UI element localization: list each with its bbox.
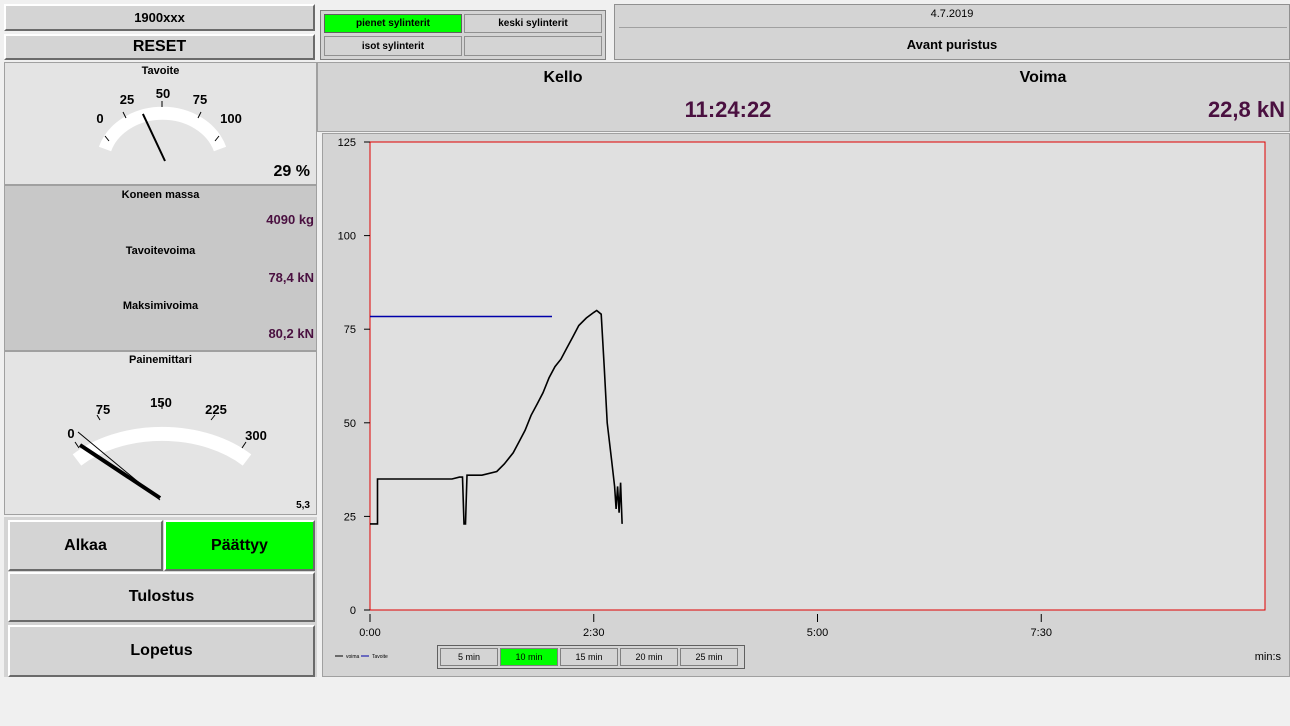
target-gauge-value: 29 % <box>273 163 310 180</box>
start-button[interactable]: Alkaa <box>8 520 163 571</box>
tab-small-cylinders[interactable]: pienet sylinterit <box>324 14 462 33</box>
readout-panel: Kello 11:24:22 Voima 22,8 kN <box>317 62 1290 132</box>
gauge-tick <box>241 441 247 449</box>
gauge-needle <box>78 443 162 500</box>
gauge-tick <box>122 111 127 119</box>
target-force-label: Tavoitevoima <box>125 245 196 257</box>
range-15min-button[interactable]: 15 min <box>560 648 618 666</box>
pressure-gauge-value: 5,3 <box>296 500 310 511</box>
gauge-tick <box>74 441 80 449</box>
force-chart: 0 25 50 75 100 125 0:00 2:30 5:00 7:30 min:s voi… <box>335 137 1282 663</box>
range-25min-button[interactable]: 25 min <box>680 648 738 666</box>
gauge-tick-label: 0 <box>67 426 74 441</box>
tab-large-cylinders[interactable]: isot sylinterit <box>324 36 462 56</box>
range-5min-button[interactable]: 5 min <box>440 648 498 666</box>
target-gauge: 0 25 50 75 100 <box>96 86 242 162</box>
range-10min-button[interactable]: 10 min <box>500 648 558 666</box>
force-label: Voima <box>1019 69 1067 86</box>
cylinder-tab-group: pienet sylinterit keski sylinterit isot … <box>320 10 606 60</box>
gauge-tick <box>96 414 101 421</box>
gauge-tick-label: 75 <box>96 402 110 417</box>
status-label: Avant puristus <box>906 37 998 52</box>
legend-label: voima <box>346 654 360 660</box>
gauge-arc <box>72 426 252 466</box>
x-tick-label: 2:30 <box>583 627 604 639</box>
time-range-group: 5 min 10 min 15 min 20 min 25 min <box>437 645 745 669</box>
pressure-gauge-panel: Painemittari 0 75 150 225 300 5,3 <box>4 351 317 515</box>
info-panel: Koneen massa 4090 kg Tavoitevoima 78,4 k… <box>4 185 317 351</box>
gauge-tick <box>197 111 202 119</box>
target-gauge-panel: Tavoite 0 25 50 75 100 29 % <box>4 62 317 185</box>
gauge-tick-label: 225 <box>205 402 227 417</box>
gauge-tick <box>104 135 110 142</box>
clock-label: Kello <box>543 69 583 86</box>
pressure-gauge: 0 75 150 225 300 <box>67 395 267 501</box>
x-unit-label: min:s <box>1255 651 1282 663</box>
reset-button[interactable]: RESET <box>4 34 315 60</box>
pressure-gauge-title: Painemittari <box>129 354 192 366</box>
legend-label: Tavoite <box>372 654 388 660</box>
max-force-label: Maksimivoima <box>122 300 199 312</box>
plot-area <box>369 141 1266 611</box>
end-button[interactable]: Päättyy <box>164 520 315 571</box>
gauge-arc <box>98 106 227 152</box>
divider <box>619 27 1287 28</box>
x-axis: 0:00 2:30 5:00 7:30 <box>359 614 1052 639</box>
target-gauge-title: Tavoite <box>141 65 180 77</box>
y-tick-label: 75 <box>344 324 356 336</box>
legend: voima Tavoite <box>335 654 388 660</box>
gauge-tick-label: 25 <box>120 92 134 107</box>
gauge-tick-label: 150 <box>150 395 172 410</box>
y-tick-label: 50 <box>344 418 356 430</box>
gauge-tick <box>210 414 216 421</box>
tab-medium-cylinders[interactable]: keski sylinterit <box>464 14 602 33</box>
y-tick-label: 100 <box>338 231 356 243</box>
y-tick-label: 0 <box>350 605 356 617</box>
gauge-tick-label: 300 <box>245 428 267 443</box>
gauge-needle <box>141 113 166 162</box>
quit-button[interactable]: Lopetus <box>8 625 315 677</box>
y-tick-label: 125 <box>338 137 356 149</box>
series-line-voima <box>370 309 623 525</box>
range-20min-button[interactable]: 20 min <box>620 648 678 666</box>
gauge-tick-label: 100 <box>220 111 242 126</box>
tab-empty[interactable] <box>464 36 602 56</box>
print-button[interactable]: Tulostus <box>8 572 315 622</box>
chart-panel: 0 25 50 75 100 125 0:00 2:30 5:00 7:30 min:s voi… <box>322 133 1290 677</box>
force-value: 22,8 kN <box>1207 97 1285 122</box>
gauge-tick-label: 0 <box>96 111 103 126</box>
x-tick-label: 7:30 <box>1031 627 1052 639</box>
gauge-tick-label: 75 <box>193 92 207 107</box>
mass-value: 4090 kg <box>266 212 314 227</box>
target-force-value: 78,4 kN <box>268 270 314 285</box>
y-axis: 0 25 50 75 100 125 <box>338 137 370 617</box>
x-tick-label: 0:00 <box>359 627 380 639</box>
chart-series <box>370 309 623 525</box>
date-label: 4.7.2019 <box>930 8 974 20</box>
clock-value: 11:24:22 <box>684 97 772 122</box>
control-buttons: Alkaa Päättyy Tulostus Lopetus <box>4 517 317 677</box>
gauge-tick-label: 50 <box>156 86 170 101</box>
mass-label: Koneen massa <box>121 189 200 201</box>
status-panel: 4.7.2019 Avant puristus <box>614 4 1290 60</box>
id-field: 1900xxx <box>4 4 315 31</box>
x-tick-label: 5:00 <box>807 627 828 639</box>
gauge-tick <box>214 135 220 142</box>
y-tick-label: 25 <box>344 511 356 523</box>
max-force-value: 80,2 kN <box>268 326 314 341</box>
